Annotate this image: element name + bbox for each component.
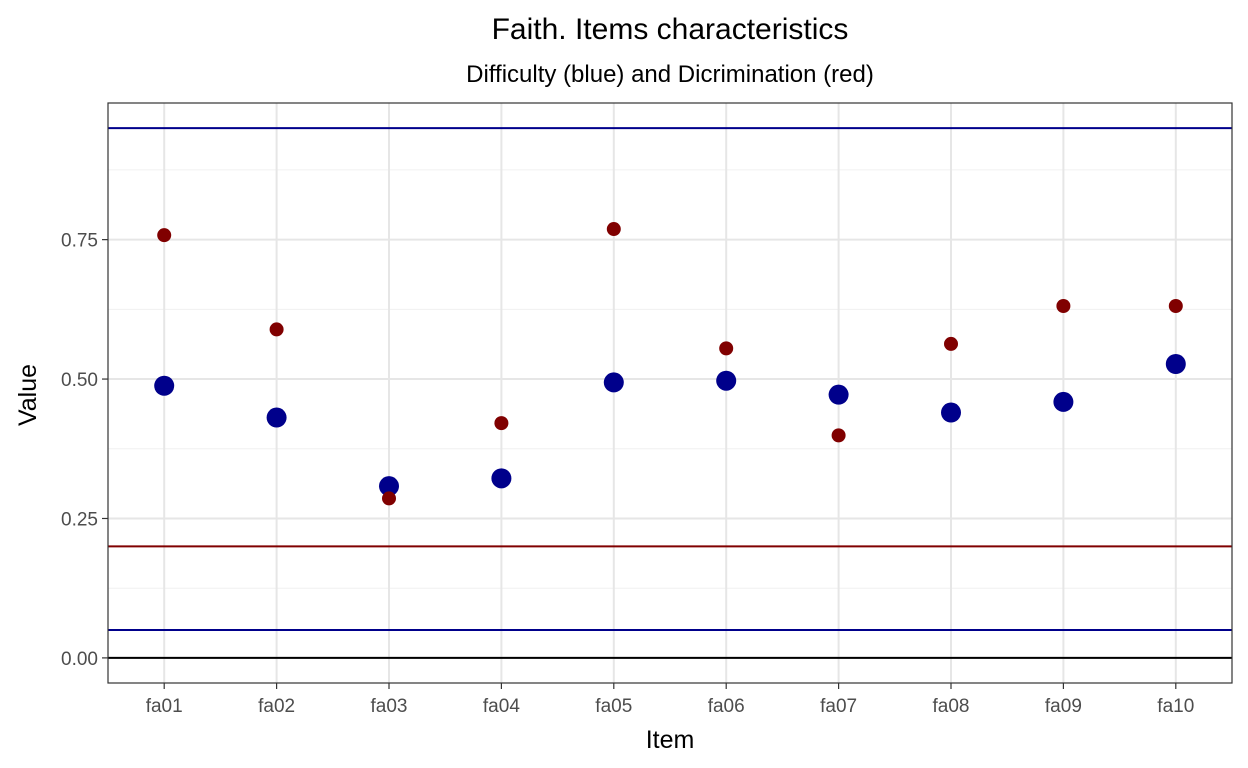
panel-border (107, 102, 1233, 684)
chart-title: Faith. Items characteristics (492, 13, 849, 46)
y-tick-label: 0.50 (61, 370, 98, 391)
difficulty-point (379, 476, 399, 497)
y-tick-label: 0.00 (61, 649, 98, 670)
difficulty-point (1165, 354, 1186, 374)
y-axis-ticks: 0.00 0.25 0.50 0.75 (61, 231, 108, 670)
discrimination-point (1168, 299, 1183, 313)
y-axis-title: Value (14, 364, 42, 426)
difficulty-point (266, 407, 287, 428)
discrimination-point (719, 341, 734, 356)
x-tick-label: fa09 (1045, 696, 1082, 717)
discrimination-point (1056, 299, 1071, 313)
plot-background (108, 103, 1232, 683)
x-tick-label: fa02 (258, 696, 295, 717)
discrimination-point (269, 322, 284, 337)
reference-lines (108, 127, 1232, 659)
difficulty-point (1053, 391, 1074, 412)
x-tick-label: fa01 (146, 696, 183, 717)
x-tick-label: fa07 (820, 696, 857, 717)
difficulty-point (828, 384, 849, 405)
discrimination-point (944, 336, 958, 351)
plot-area (108, 103, 1232, 683)
x-axis-ticks: fa01 fa02 fa03 fa04 fa05 fa06 fa07 fa08 fa09 fa10 (146, 683, 1194, 717)
chart-subtitle: Difficulty (blue) and Dicrimination (red… (466, 61, 874, 88)
x-axis-title: Item (646, 726, 695, 754)
difficulty-point (941, 402, 961, 423)
x-tick-label: fa03 (371, 696, 408, 717)
x-tick-label: fa04 (483, 696, 520, 717)
difficulty-point (716, 370, 737, 391)
discrimination-point (157, 228, 172, 243)
y-tick-label: 0.75 (61, 231, 98, 252)
difficulty-point (603, 372, 624, 393)
x-tick-label: fa06 (708, 696, 745, 717)
x-tick-label: fa10 (1157, 696, 1194, 717)
y-tick-label: 0.25 (61, 509, 98, 530)
x-tick-label: fa05 (595, 696, 632, 717)
discrimination-point (831, 428, 846, 443)
difficulty-point (154, 375, 175, 396)
plot-frame (107, 102, 1233, 684)
discrimination-point (494, 416, 509, 431)
difficulty-point (491, 468, 512, 489)
discrimination-point (606, 222, 621, 237)
discrimination-point (382, 491, 396, 506)
x-tick-label: fa08 (933, 696, 970, 717)
data-points (154, 222, 1186, 506)
